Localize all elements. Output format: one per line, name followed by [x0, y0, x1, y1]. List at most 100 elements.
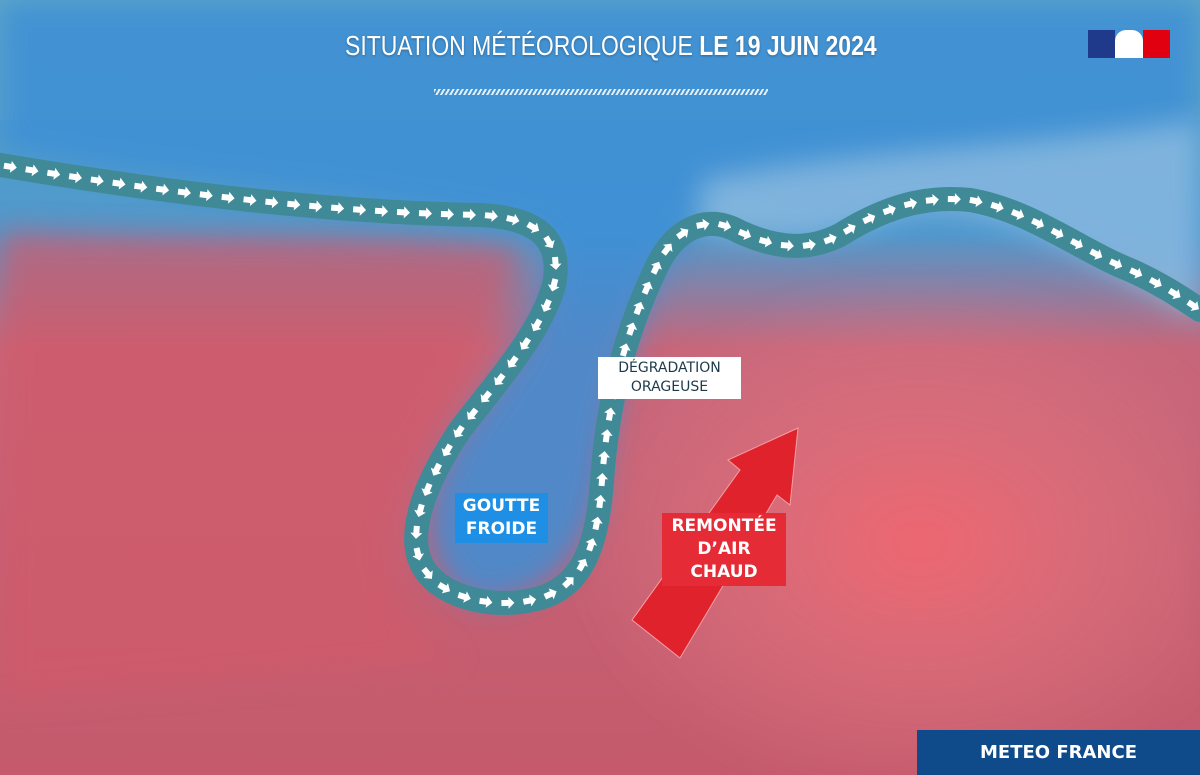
- jet-arrow-icon: [1010, 208, 1025, 221]
- jet-arrow-icon: [480, 390, 493, 403]
- jet-arrow-icon: [308, 200, 323, 213]
- jet-arrow-icon: [1186, 299, 1199, 311]
- brand-text: METEO FRANCE: [979, 742, 1137, 763]
- jet-arrow-icon: [501, 596, 515, 609]
- jet-arrow-icon: [437, 582, 451, 594]
- jet-arrow-icon: [1031, 217, 1045, 229]
- jet-arrow-icon: [604, 407, 616, 421]
- jet-arrow-icon: [3, 160, 17, 173]
- jet-arrow-icon: [947, 193, 961, 206]
- jet-arrow-icon: [633, 301, 645, 316]
- jet-arrow-icon: [457, 591, 471, 603]
- jet-arrow-icon: [862, 213, 876, 225]
- jet-arrow-icon: [650, 261, 662, 275]
- jet-arrow-icon: [1069, 238, 1083, 250]
- jet-arrow-icon: [842, 223, 856, 235]
- jet-arrow-icon: [396, 206, 410, 219]
- jet-arrow-icon: [90, 174, 104, 187]
- label-line: DÉGRADATION: [618, 360, 721, 376]
- jet-arrow-icon: [598, 451, 611, 465]
- jet-arrow-icon: [925, 194, 939, 206]
- jet-arrow-icon: [506, 213, 520, 226]
- jet-arrow-icon: [531, 318, 543, 332]
- jet-arrow-icon: [68, 171, 82, 184]
- jet-arrow-icon: [418, 207, 432, 220]
- jet-arrow-icon: [479, 595, 493, 608]
- label-remontee-air-chaud: REMONTÉE D’AIR CHAUD: [662, 513, 786, 586]
- jet-arrow-icon: [430, 462, 442, 476]
- jet-arrow-icon: [330, 202, 345, 215]
- cold-air-mass: [0, 0, 1200, 602]
- jet-arrow-icon: [543, 235, 555, 249]
- jet-arrow-icon: [675, 228, 689, 240]
- jet-arrow-icon: [543, 588, 557, 600]
- label-line: ORAGEUSE: [630, 379, 709, 395]
- label-goutte-froide: GOUTTE FROIDE: [455, 493, 548, 543]
- jet-arrow-icon: [265, 196, 279, 209]
- jet-arrow-icon: [133, 180, 148, 193]
- jet-arrow-icon: [412, 547, 425, 561]
- jet-arrow-icon: [466, 407, 479, 420]
- jet-arrow-icon: [507, 355, 519, 368]
- jet-arrow-icon: [576, 558, 588, 572]
- jet-arrow-icon: [1089, 248, 1103, 260]
- jet-stream-arrows: [3, 160, 1199, 609]
- jet-arrow-icon: [596, 472, 609, 487]
- jet-arrow-icon: [112, 177, 126, 190]
- jet-arrow-icon: [519, 337, 532, 350]
- jet-arrow-icon: [494, 372, 506, 386]
- jet-arrow-icon: [547, 278, 560, 292]
- jet-arrow-icon: [287, 198, 301, 211]
- jet-arrow-icon: [737, 228, 752, 240]
- jet-arrow-icon: [600, 429, 613, 443]
- jet-arrow-icon: [221, 191, 235, 204]
- page-title: SITUATION MÉTÉOROLOGIQUE LE 19 JUIN 2024: [345, 30, 877, 62]
- jet-arrow-icon: [641, 281, 653, 295]
- title-light: SITUATION MÉTÉOROLOGIQUE: [345, 30, 693, 61]
- jet-arrow-icon: [410, 525, 423, 539]
- jet-arrow-icon: [177, 186, 191, 199]
- jet-arrow-icon: [823, 233, 837, 245]
- jet-arrow-icon: [199, 189, 213, 202]
- jet-arrow-icon: [421, 482, 433, 496]
- jet-arrow-icon: [441, 443, 453, 457]
- jet-arrow-icon: [562, 577, 574, 589]
- jet-arrow-icon: [1050, 227, 1064, 239]
- jet-arrow-icon: [374, 205, 389, 218]
- jet-arrow-icon: [155, 183, 170, 196]
- jet-arrow-icon: [421, 566, 433, 579]
- label-degradation-orageuse: DÉGRADATION ORAGEUSE: [598, 357, 741, 399]
- jet-arrow-icon: [1167, 287, 1181, 300]
- jet-arrow-icon: [46, 167, 61, 180]
- jet-arrow-icon: [243, 194, 257, 207]
- jet-arrow-icon: [453, 424, 465, 438]
- jet-arrow-icon: [440, 208, 454, 221]
- label-line: FROIDE: [465, 519, 538, 539]
- jet-arrow-icon: [696, 218, 710, 231]
- jet-arrow-icon: [780, 239, 794, 252]
- jet-arrow-icon: [526, 221, 540, 233]
- jet-arrow-icon: [484, 209, 498, 222]
- jet-arrow-icon: [1109, 258, 1123, 270]
- marianne-logo-icon: [1088, 30, 1170, 58]
- jet-arrow-icon: [1148, 277, 1162, 289]
- jet-arrow-icon: [590, 516, 603, 531]
- jet-arrow-icon: [802, 238, 816, 251]
- jet-arrow-icon: [882, 204, 896, 216]
- jet-arrow-icon: [462, 208, 476, 221]
- jet-arrow-icon: [585, 538, 598, 552]
- title-underline: [434, 89, 768, 95]
- jet-arrow-icon: [594, 494, 607, 509]
- warm-air-west: [0, 230, 520, 700]
- jet-arrow-icon: [969, 195, 983, 208]
- title-date: LE 19 JUIN 2024: [699, 30, 877, 61]
- jet-arrow-icon: [903, 197, 918, 210]
- jet-arrow-icon: [717, 220, 732, 232]
- label-line: REMONTÉE: [671, 516, 777, 536]
- meteo-france-brand: METEO FRANCE: [917, 730, 1200, 775]
- jet-arrow-icon: [522, 594, 537, 607]
- label-line: GOUTTE: [462, 496, 541, 516]
- cool-fringe: [700, 120, 1200, 320]
- jet-arrow-icon: [352, 203, 367, 216]
- jet-arrow-icon: [990, 201, 1004, 213]
